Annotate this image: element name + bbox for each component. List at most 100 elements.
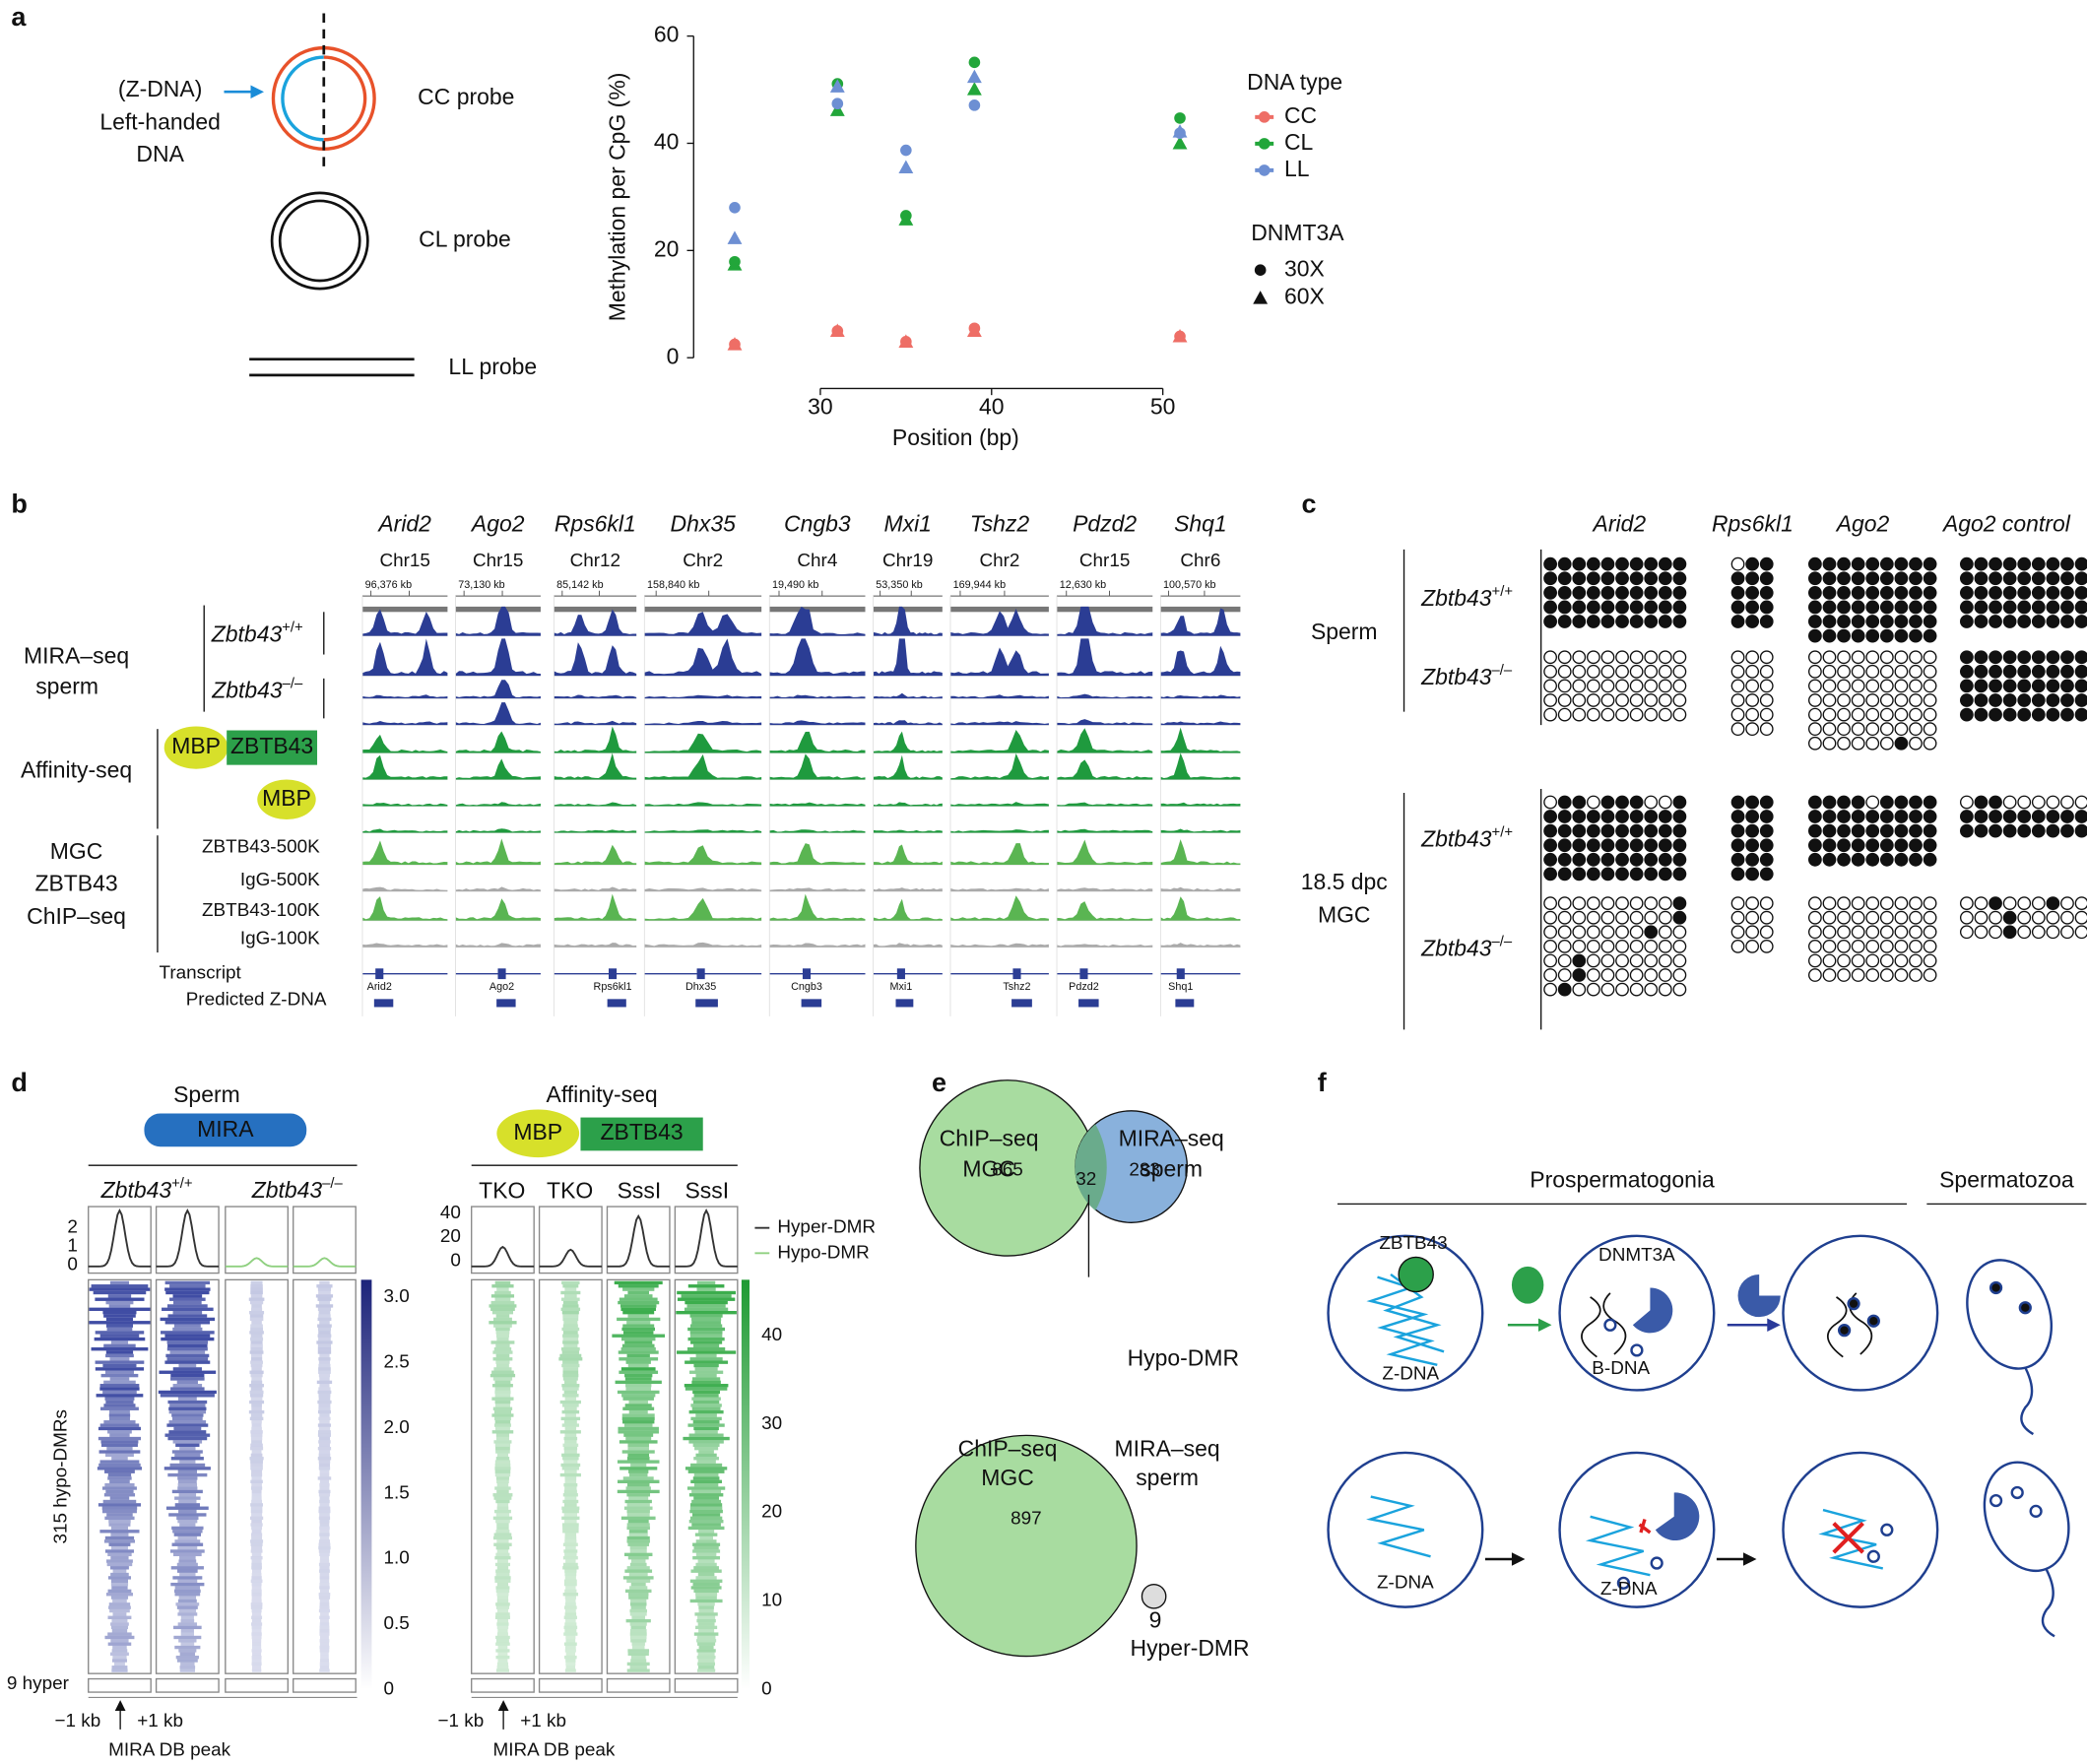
cpg-site — [1586, 664, 1600, 679]
cpg-site — [1879, 925, 1894, 940]
heatmap-cell — [179, 1652, 196, 1656]
heatmap-cell — [318, 1593, 331, 1597]
label: ChIP–seq — [940, 1126, 1039, 1151]
heatmap-cell — [250, 1542, 263, 1546]
label: ZBTB43 — [230, 733, 313, 758]
cpg-site — [1629, 556, 1644, 571]
cpg-site — [1557, 679, 1572, 693]
track-signal — [455, 802, 541, 807]
legend-key — [1254, 264, 1267, 276]
track-signal — [554, 943, 637, 947]
heatmap-cell — [167, 1436, 208, 1441]
mira-shape — [144, 1113, 307, 1147]
heatmap-cell — [110, 1566, 129, 1570]
cpg-site — [1543, 896, 1557, 910]
track-signal — [554, 609, 637, 636]
cpg-site — [1572, 925, 1587, 940]
cpg-site — [1730, 823, 1745, 838]
cpg-site — [1894, 795, 1909, 810]
cpg-site — [1745, 810, 1760, 823]
track-header — [455, 606, 541, 613]
heatmap-cell — [159, 1370, 217, 1374]
cpg-site — [1658, 939, 1672, 953]
heatmap-cell — [561, 1523, 579, 1527]
heatmap-cell — [173, 1300, 202, 1305]
heatmap-cell — [623, 1506, 653, 1510]
heatmap-cell — [174, 1539, 201, 1543]
cpg-site — [1822, 736, 1837, 751]
y-tick-label: 20 — [654, 235, 680, 261]
cpg-site — [2074, 585, 2087, 600]
cpg-site — [1658, 679, 1672, 693]
methyl — [1989, 1280, 2003, 1295]
heatmap-cell — [624, 1499, 652, 1504]
unmethyl — [2029, 1504, 2043, 1518]
cpg-site — [1822, 810, 1837, 823]
exon — [1176, 968, 1185, 980]
cpg-site — [1629, 953, 1644, 968]
heatmap-cell — [178, 1493, 197, 1497]
cpg-site — [1923, 571, 1937, 586]
heatmap-cell — [563, 1321, 578, 1325]
heatmap-cell — [104, 1516, 135, 1521]
sperm-tail — [2041, 1569, 2055, 1638]
heatmap-cell — [251, 1589, 262, 1594]
track-signal — [949, 802, 1049, 807]
track-header — [1057, 606, 1153, 613]
heatmap-cell — [489, 1321, 517, 1325]
cpg-site — [1822, 707, 1837, 722]
cpg-site — [1557, 664, 1572, 679]
track-signal — [644, 942, 762, 947]
heatmap-cell — [614, 1280, 663, 1285]
heatmap-cell — [250, 1539, 264, 1543]
heatmap-cell — [689, 1324, 723, 1328]
cpg-site — [1759, 722, 1774, 737]
cpg-site — [1644, 571, 1659, 586]
heatmap-cell — [625, 1360, 651, 1364]
cpg-site — [1629, 838, 1644, 853]
cpg-site — [1629, 693, 1644, 707]
heatmap-cell — [627, 1593, 649, 1597]
cpg-site — [2074, 571, 2087, 586]
heatmap-cell — [99, 1334, 140, 1338]
heatmap-cell — [106, 1513, 133, 1517]
heatmap-cell — [318, 1397, 331, 1401]
heatmap-cell — [319, 1586, 330, 1590]
cpg-site — [1759, 571, 1774, 586]
heatmap-cell — [319, 1513, 330, 1517]
cpg-site — [2002, 664, 2017, 679]
heatmap-cell — [96, 1394, 144, 1398]
cpg-site — [1600, 664, 1615, 679]
cpg-site — [1894, 925, 1909, 940]
heatmap-cell — [100, 1440, 139, 1444]
heatmap-cell — [562, 1394, 579, 1398]
cpg-site — [1730, 722, 1745, 737]
label: MIRA–seq — [1119, 1126, 1224, 1151]
heatmap-cell — [562, 1373, 579, 1378]
heatmap-cell — [113, 1662, 125, 1666]
cpg-site — [1894, 852, 1909, 867]
label: ChIP–seq — [958, 1435, 1058, 1461]
cpg-site — [1629, 600, 1644, 615]
heatmap-cell — [565, 1559, 576, 1563]
heatmap-cell — [494, 1486, 511, 1490]
track-signal — [1057, 606, 1153, 636]
cpg-site — [1959, 650, 1974, 665]
label: MIRA–seq — [1115, 1435, 1220, 1461]
cpg-site — [1851, 896, 1865, 910]
cpg-site — [1600, 556, 1615, 571]
cpg-site — [1851, 953, 1865, 968]
heatmap-cell — [98, 1436, 142, 1441]
label: Hypo-DMR — [777, 1242, 869, 1263]
cpg-site — [1974, 795, 1989, 810]
heatmap-cell — [177, 1579, 198, 1583]
cpg-site — [1837, 650, 1851, 665]
cpg-site — [1808, 600, 1822, 615]
heatmap-cell — [561, 1387, 579, 1391]
heatmap-cell — [626, 1566, 650, 1570]
heatmap-cell — [166, 1304, 208, 1308]
cpg-site — [1586, 867, 1600, 882]
heatmap-cell — [691, 1321, 721, 1325]
label: 865 — [992, 1160, 1023, 1181]
cpg-site — [1644, 600, 1659, 615]
